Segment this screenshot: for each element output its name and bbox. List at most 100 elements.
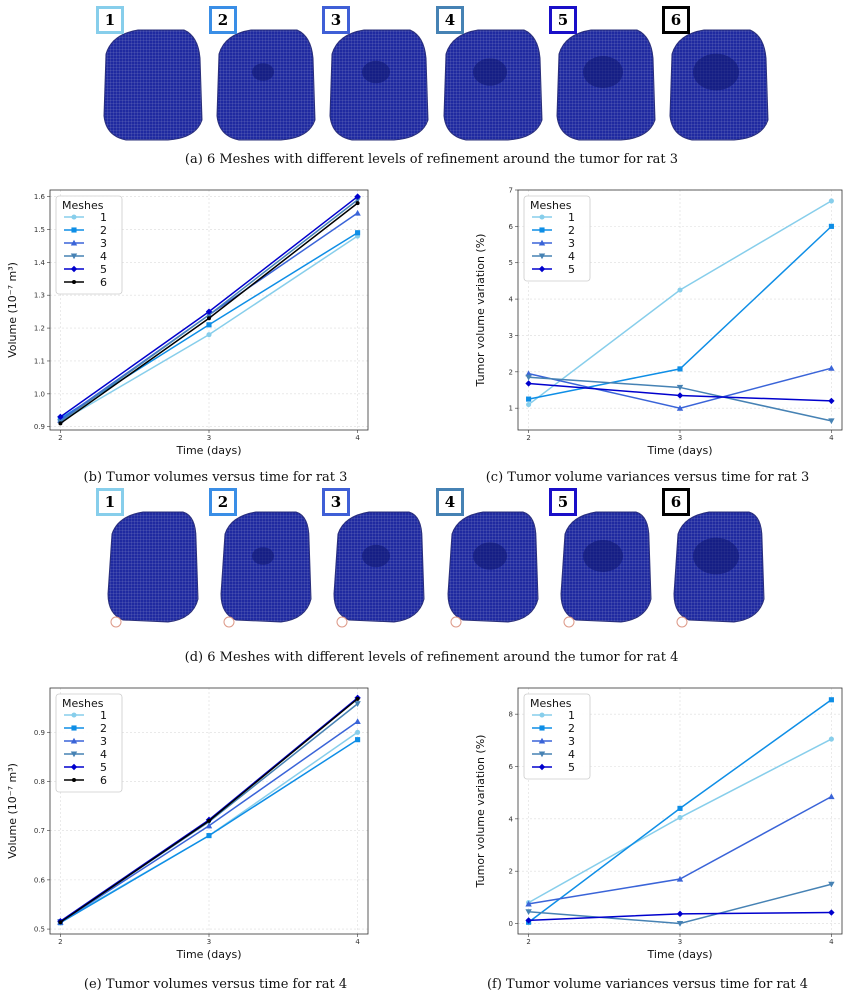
x-tick-label: 4 [829, 938, 834, 946]
data-point [207, 316, 211, 321]
mesh-image [669, 29, 769, 141]
mesh-image [216, 29, 316, 141]
legend-marker [72, 280, 76, 284]
data-point [677, 814, 683, 821]
legend-entry: 2 [100, 722, 107, 735]
series-2 [526, 223, 834, 402]
data-point [58, 920, 63, 925]
legend-marker [70, 239, 78, 246]
x-tick-label: 2 [58, 434, 62, 442]
y-tick-label: 1.3 [34, 292, 45, 300]
series-4 [525, 881, 835, 927]
legend-marker [539, 712, 545, 718]
mesh-label: 3 [322, 488, 350, 516]
y-tick-label: 2 [509, 868, 513, 876]
legend-title: Meshes [530, 697, 572, 710]
series-5 [57, 193, 361, 421]
data-point [58, 421, 63, 426]
mesh-label: 1 [96, 6, 124, 34]
mesh-row-rat4: 1 2 3 4 5 6 [0, 488, 863, 644]
data-point [828, 198, 834, 204]
legend-entry: 4 [100, 748, 107, 761]
y-tick-label: 4 [509, 296, 514, 304]
legend-entry: 1 [100, 211, 107, 224]
legend-entry: 1 [568, 211, 575, 224]
data-point [525, 900, 532, 907]
legend-entry: 1 [568, 709, 575, 722]
data-point [677, 366, 683, 372]
y-tick-label: 0.7 [34, 827, 45, 835]
data-point [676, 392, 684, 399]
mesh-label: 6 [662, 6, 690, 34]
mesh-label: 3 [322, 6, 350, 34]
y-tick-label: 1 [509, 405, 513, 413]
data-point [526, 396, 532, 402]
legend-marker [538, 239, 546, 246]
x-tick-label: 3 [207, 434, 211, 442]
legend-marker [72, 778, 76, 782]
legend-entry: 5 [100, 761, 107, 774]
legend-marker [71, 725, 77, 731]
mesh-label: 5 [549, 6, 577, 34]
mesh-image [443, 29, 543, 141]
data-point [828, 736, 834, 742]
plot-frame [49, 189, 369, 431]
y-tick-label: 3 [509, 332, 513, 340]
data-point [355, 201, 360, 206]
series-6 [58, 696, 360, 925]
legend-entry: 3 [568, 735, 575, 748]
data-point [828, 909, 835, 916]
legend-marker [71, 214, 77, 220]
data-point [676, 875, 684, 882]
y-axis-label: Volume (10⁻⁷ m³) [6, 262, 19, 358]
data-point [525, 374, 532, 381]
y-tick-label: 0.6 [34, 876, 46, 884]
data-point [828, 364, 835, 371]
mesh-image [220, 511, 312, 628]
mesh-image [333, 511, 425, 628]
x-tick-label: 2 [526, 938, 530, 946]
data-point [205, 308, 213, 315]
data-point [206, 833, 212, 839]
legend-marker [71, 227, 77, 233]
data-point [526, 401, 532, 408]
y-tick-label: 1.6 [34, 193, 46, 201]
legend-entry: 2 [100, 224, 107, 237]
y-axis-label: Volume (10⁻⁷ m³) [6, 763, 19, 859]
legend-entry: 3 [100, 237, 107, 250]
mesh-5: 5 [549, 488, 661, 634]
x-axis-label: Time (days) [647, 444, 713, 457]
mesh-3: 3 [322, 488, 434, 634]
y-tick-label: 6 [509, 223, 514, 231]
legend-marker [539, 214, 545, 220]
mesh-image [103, 29, 203, 141]
legend-title: Meshes [62, 199, 104, 212]
data-point [206, 322, 212, 328]
caption-e: (e) Tumor volumes versus time for rat 4 [83, 977, 348, 992]
series-6 [58, 201, 360, 426]
y-tick-label: 8 [509, 711, 513, 719]
legend-marker [70, 737, 78, 744]
legend-entry: 4 [568, 748, 575, 761]
data-point [354, 193, 361, 200]
caption-d: (d) 6 Meshes with different levels of re… [184, 650, 679, 665]
data-point [525, 909, 532, 915]
mesh-label: 5 [549, 488, 577, 516]
mesh-image [560, 511, 652, 628]
data-point [828, 793, 835, 800]
legend-entry: 5 [568, 263, 575, 276]
mesh-image [107, 511, 199, 628]
legend-marker [71, 712, 77, 718]
legend-entry: 4 [568, 250, 575, 263]
mesh-2: 2 [209, 488, 321, 634]
legend-title: Meshes [62, 697, 104, 710]
y-tick-label: 0.5 [34, 926, 45, 934]
mesh-label: 1 [96, 488, 124, 516]
y-tick-label: 0.8 [34, 778, 45, 786]
y-axis-label: Tumor volume variation (%) [474, 234, 487, 388]
legend-entry: 6 [100, 276, 107, 289]
mesh-image [329, 29, 429, 141]
